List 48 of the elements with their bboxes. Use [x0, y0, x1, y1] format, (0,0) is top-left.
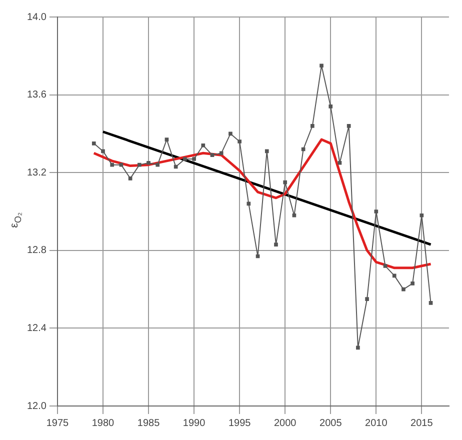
point [365, 297, 369, 301]
point [264, 149, 269, 154]
x-tick-label: 1975 [46, 418, 70, 429]
point [92, 142, 96, 146]
point [383, 264, 388, 268]
x-tick-label: 1985 [137, 418, 160, 429]
point [274, 242, 278, 246]
y-tick-label: 13.2 [26, 167, 47, 178]
x-tick-label: 2005 [320, 418, 342, 429]
y-tick-label: 13.6 [26, 90, 47, 101]
point [156, 162, 160, 167]
point [310, 124, 314, 128]
x-tick-label: 2015 [410, 418, 434, 429]
point [374, 210, 378, 214]
point [410, 282, 414, 286]
point [320, 64, 324, 68]
point [164, 138, 169, 142]
point [392, 274, 396, 278]
x-tick-label: 2010 [365, 418, 388, 429]
point [402, 287, 406, 292]
point [228, 132, 232, 136]
point [219, 151, 224, 156]
point [356, 346, 360, 350]
point [338, 160, 342, 165]
point [138, 162, 142, 167]
point [428, 301, 433, 305]
point [110, 162, 114, 167]
point [292, 213, 296, 218]
point [192, 157, 196, 161]
point [346, 124, 351, 128]
y-tick-label: 12.4 [26, 322, 47, 334]
point [101, 149, 105, 154]
point [238, 140, 242, 144]
point [128, 176, 132, 180]
y-tick-label: 12.0 [26, 400, 47, 412]
point [328, 104, 333, 108]
point [183, 157, 187, 161]
y-tick-label: 12.8 [26, 245, 47, 256]
y-tick-label: 14.0 [26, 12, 47, 23]
point [201, 143, 206, 148]
point [210, 153, 214, 158]
point [146, 160, 150, 165]
point [420, 213, 424, 218]
point [283, 180, 288, 184]
x-tick-label: 1980 [92, 418, 115, 429]
x-tick-label: 1990 [182, 418, 206, 429]
x-tick-label: 2000 [274, 418, 297, 429]
x-tick-label: 1995 [228, 418, 252, 429]
